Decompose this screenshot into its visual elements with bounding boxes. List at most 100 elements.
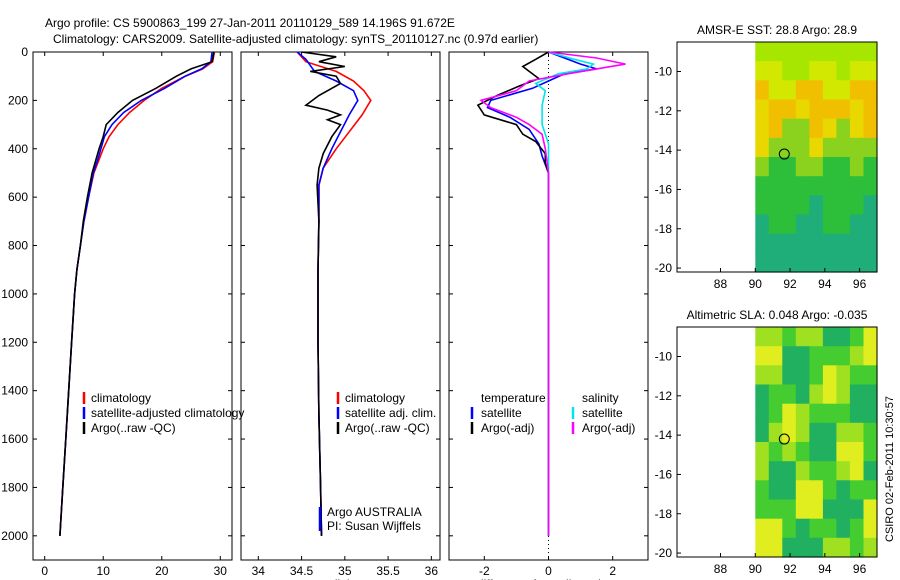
- sla-heat-cell: [863, 518, 878, 539]
- amsr-heat-cell: [809, 42, 824, 62]
- amsr-heat-cell: [782, 195, 797, 216]
- amsr-heat-cell: [836, 252, 851, 273]
- temperature-ytick-label: 400: [8, 142, 28, 156]
- amsr-heat-cell: [849, 176, 864, 196]
- sla-frame: [676, 326, 878, 558]
- amsr-heat-cell: [768, 61, 783, 81]
- amsr-title: AMSR-E SST: 28.8 Argo: 28.9: [697, 23, 857, 37]
- amsr-heat-cell: [849, 137, 864, 158]
- amsr-heat-cell: [782, 176, 797, 196]
- sla-heat-cell: [863, 461, 878, 481]
- sla-heat-cell: [863, 346, 878, 366]
- sla-heat-cell: [836, 403, 851, 424]
- amsr-heat-cell: [863, 195, 878, 216]
- salinity-xtick-label: 34: [252, 564, 266, 578]
- amsr-heat-cell: [755, 61, 770, 81]
- sla-heat-cell: [849, 442, 864, 462]
- amsr-heat-cell: [768, 252, 783, 273]
- sla-heat-cell: [836, 346, 851, 366]
- amsr-heat-cell: [782, 118, 797, 139]
- sla-heat-cell: [849, 480, 864, 501]
- amsr-heat-cell: [836, 233, 851, 254]
- amsr-heat-cell: [849, 157, 864, 177]
- sla-heat-cell: [836, 327, 851, 347]
- sla-heat-cell: [755, 499, 770, 520]
- sla-heat-cell: [849, 403, 864, 424]
- sla-heat-cell: [809, 365, 824, 386]
- difference-legend-title: salinity: [582, 391, 619, 405]
- sla-heat-cell: [836, 442, 851, 462]
- sla-xtick-label: 94: [818, 562, 832, 576]
- salinity-xlabel: salinity: [322, 577, 359, 580]
- sla-heat-cell: [782, 518, 797, 539]
- amsr-frame: [676, 41, 878, 273]
- amsr-heat-cell: [836, 61, 851, 81]
- temperature-legend-label: climatology: [91, 391, 151, 405]
- amsr-xtick-label: 88: [714, 277, 728, 291]
- amsr-xtick-label: 90: [749, 277, 763, 291]
- sla-heat-cell: [809, 537, 824, 558]
- sla-heat-cell: [849, 327, 864, 347]
- sla-heat-cell: [782, 480, 797, 501]
- amsr-heat-cell: [809, 137, 824, 158]
- difference-xtick-label: -2: [479, 564, 490, 578]
- sla-heat-cell: [768, 365, 783, 386]
- sla-heat-cell: [755, 537, 770, 558]
- temperature-ytick-label: 1800: [1, 480, 28, 494]
- salinity-profile-chart: 34 34.5 35 35.5 36 salinity climatologysatelli…: [240, 51, 441, 580]
- sla-heat-cell: [755, 365, 770, 386]
- amsr-heat-cell: [755, 157, 770, 177]
- sla-heat-cell: [782, 499, 797, 520]
- amsr-heat-cell: [782, 157, 797, 177]
- amsr-heat-cell: [755, 42, 770, 62]
- amsr-heat-cell: [768, 80, 783, 101]
- csiro-timestamp: CSIRO 02-Feb-2011 10:30:57: [884, 396, 896, 542]
- sla-heat-cell: [822, 327, 837, 347]
- amsr-heat-cell: [795, 42, 810, 62]
- sla-heat-cell: [822, 442, 837, 462]
- sla-heat-cell: [755, 327, 770, 347]
- sla-xtick-label: 90: [749, 562, 763, 576]
- sla-heat-cell: [863, 365, 878, 386]
- amsr-heat-cell: [755, 176, 770, 196]
- amsr-heat-cell: [822, 99, 837, 120]
- amsr-heat-cell: [782, 99, 797, 120]
- amsr-heat-cell: [768, 137, 783, 158]
- sla-heat-cell: [782, 327, 797, 347]
- sla-heat-cell: [782, 422, 797, 443]
- sla-ytick-label: -10: [655, 349, 673, 363]
- amsr-heat-cell: [849, 195, 864, 216]
- amsr-heat-cell: [863, 61, 878, 81]
- sla-heat-cell: [795, 346, 810, 366]
- amsr-heat-cell: [849, 214, 864, 235]
- amsr-heat-cell: [782, 61, 797, 81]
- amsr-heat-cell: [836, 80, 851, 101]
- amsr-heat-cell: [768, 42, 783, 62]
- amsr-heat-cell: [863, 157, 878, 177]
- sla-heat-cell: [822, 384, 837, 405]
- temperature-ytick-label: 1000: [1, 287, 28, 301]
- amsr-sst-map: AMSR-E SST: 28.8 Argo: 28.9 88 90 92 94 96 -10…: [655, 23, 878, 291]
- sla-heat-cell: [863, 422, 878, 443]
- amsr-heat-cell: [782, 252, 797, 273]
- sla-heat-cell: [863, 537, 878, 558]
- amsr-heat-cell: [809, 118, 824, 139]
- temperature-ytick-label: 0: [21, 45, 28, 59]
- salinity-legend-label: Argo(..raw -QC): [345, 421, 430, 435]
- sla-heat-cell: [809, 518, 824, 539]
- sla-heat-cell: [795, 422, 810, 443]
- sla-ytick-label: -14: [655, 428, 673, 442]
- amsr-heat-cell: [795, 99, 810, 120]
- sla-heat-cell: [809, 327, 824, 347]
- sla-heat-cell: [809, 499, 824, 520]
- temperature-ytick-label: 1600: [1, 432, 28, 446]
- amsr-heat-cell: [782, 80, 797, 101]
- amsr-heat-cell: [822, 42, 837, 62]
- sla-heat-cell: [849, 365, 864, 386]
- sla-heat-cell: [795, 442, 810, 462]
- salinity-series-climatology: [296, 51, 372, 536]
- sla-heat-cell: [768, 327, 783, 347]
- amsr-heat-cell: [822, 233, 837, 254]
- difference-xtick-label: 2: [609, 564, 616, 578]
- sla-heat-cell: [809, 480, 824, 501]
